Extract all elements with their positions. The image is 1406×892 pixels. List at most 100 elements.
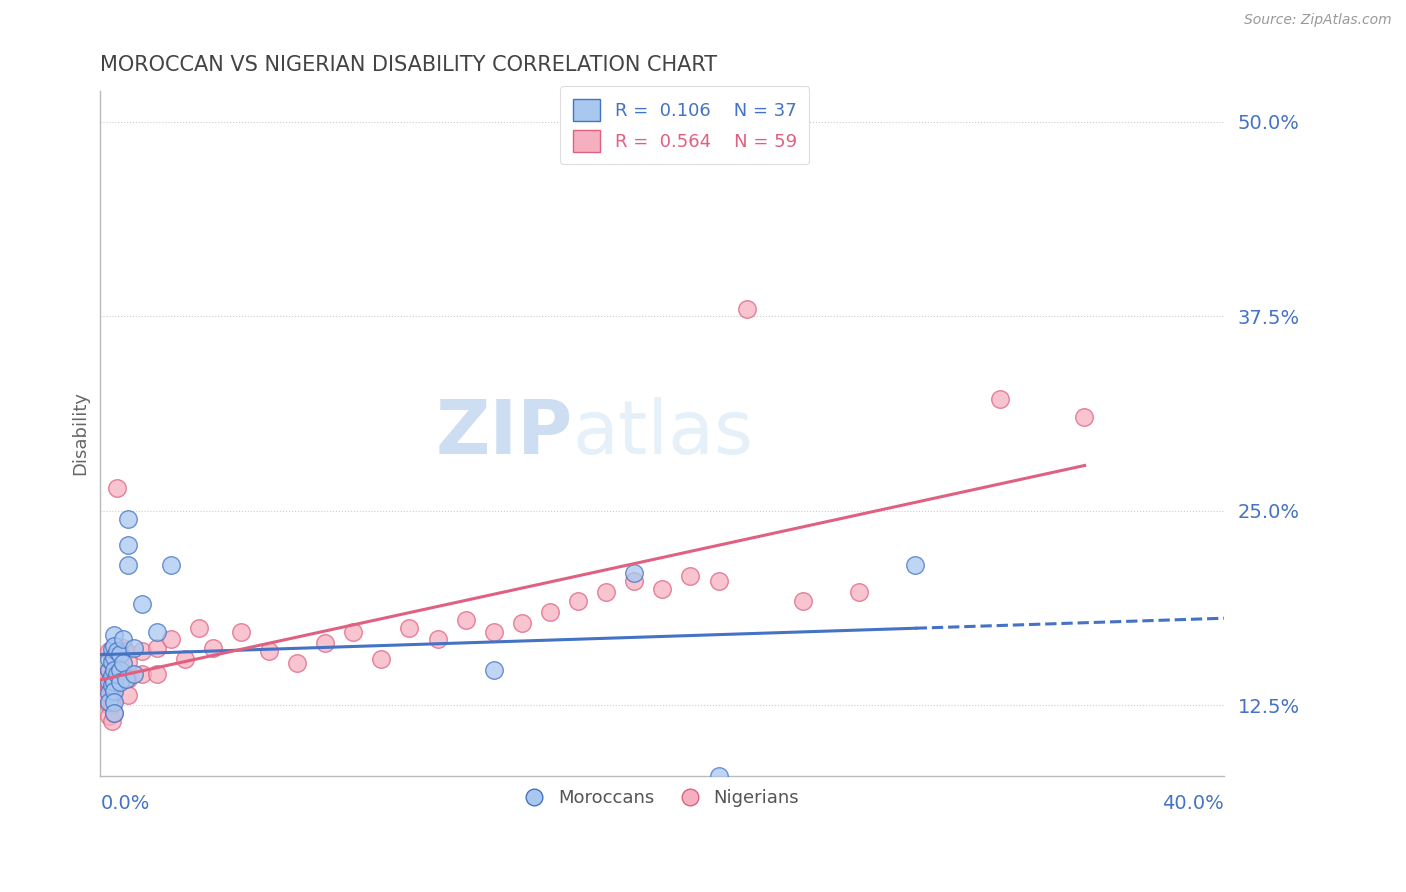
Point [159, 632, 181, 646]
Point [538, 605, 561, 619]
Point [1073, 410, 1095, 425]
Point [117, 688, 139, 702]
Point [111, 632, 134, 646]
Text: MOROCCAN VS NIGERIAN DISABILITY CORRELATION CHART: MOROCCAN VS NIGERIAN DISABILITY CORRELAT… [100, 55, 717, 75]
Point [114, 670, 136, 684]
Point [988, 392, 1011, 406]
Point [111, 640, 134, 655]
Point [108, 647, 131, 661]
Point [108, 672, 131, 686]
Point [108, 663, 131, 677]
Point [229, 625, 252, 640]
Point [792, 594, 814, 608]
Point [117, 655, 139, 669]
Point [103, 640, 125, 654]
Point [103, 652, 125, 666]
Point [122, 667, 145, 681]
Text: Source: ZipAtlas.com: Source: ZipAtlas.com [1244, 13, 1392, 28]
Point [94, 688, 117, 702]
Point [454, 613, 477, 627]
Point [145, 640, 167, 655]
Point [187, 621, 209, 635]
Point [97, 652, 120, 666]
Point [105, 655, 128, 669]
Point [108, 657, 131, 671]
Point [131, 644, 153, 658]
Point [117, 538, 139, 552]
Point [100, 682, 122, 697]
Point [342, 625, 364, 640]
Point [100, 669, 122, 683]
Point [117, 672, 139, 686]
Point [735, 301, 758, 316]
Point [595, 584, 617, 599]
Point [105, 667, 128, 681]
Text: 40.0%: 40.0% [1163, 794, 1225, 814]
Point [97, 686, 120, 700]
Point [131, 667, 153, 681]
Point [623, 566, 645, 581]
Point [398, 621, 420, 635]
Point [482, 663, 505, 677]
Point [108, 675, 131, 690]
Point [103, 706, 125, 721]
Point [103, 684, 125, 698]
Point [100, 655, 122, 669]
Point [100, 642, 122, 657]
Point [97, 675, 120, 690]
Point [97, 698, 120, 713]
Point [103, 706, 125, 721]
Point [679, 569, 702, 583]
Point [97, 644, 120, 658]
Point [201, 640, 224, 655]
Point [426, 632, 449, 646]
Point [314, 636, 336, 650]
Point [114, 672, 136, 686]
Point [97, 709, 120, 723]
Point [173, 652, 195, 666]
Point [257, 644, 280, 658]
Legend: Moroccans, Nigerians: Moroccans, Nigerians [519, 782, 807, 814]
Point [100, 652, 122, 666]
Point [285, 657, 308, 671]
Point [103, 670, 125, 684]
Point [707, 768, 730, 782]
Point [482, 625, 505, 640]
Point [707, 574, 730, 588]
Text: 0.0%: 0.0% [100, 794, 149, 814]
Point [623, 574, 645, 588]
Point [105, 481, 128, 495]
Point [103, 675, 125, 690]
Point [145, 625, 167, 640]
Point [97, 681, 120, 696]
Point [105, 644, 128, 658]
Point [122, 640, 145, 655]
Point [103, 663, 125, 677]
Point [100, 667, 122, 681]
Point [117, 558, 139, 573]
Point [103, 628, 125, 642]
Point [97, 663, 120, 677]
Point [111, 667, 134, 681]
Point [103, 695, 125, 709]
Point [117, 511, 139, 525]
Point [103, 650, 125, 665]
Point [114, 644, 136, 658]
Point [94, 672, 117, 686]
Point [370, 652, 392, 666]
Point [105, 670, 128, 684]
Point [904, 558, 927, 573]
Point [145, 667, 167, 681]
Point [103, 686, 125, 700]
Point [100, 698, 122, 713]
Text: ZIP: ZIP [434, 397, 572, 469]
Point [848, 584, 870, 599]
Y-axis label: Disability: Disability [72, 391, 89, 475]
Point [651, 582, 673, 596]
Point [131, 597, 153, 611]
Point [100, 678, 122, 692]
Point [100, 714, 122, 728]
Point [111, 657, 134, 671]
Point [510, 615, 533, 630]
Point [567, 594, 589, 608]
